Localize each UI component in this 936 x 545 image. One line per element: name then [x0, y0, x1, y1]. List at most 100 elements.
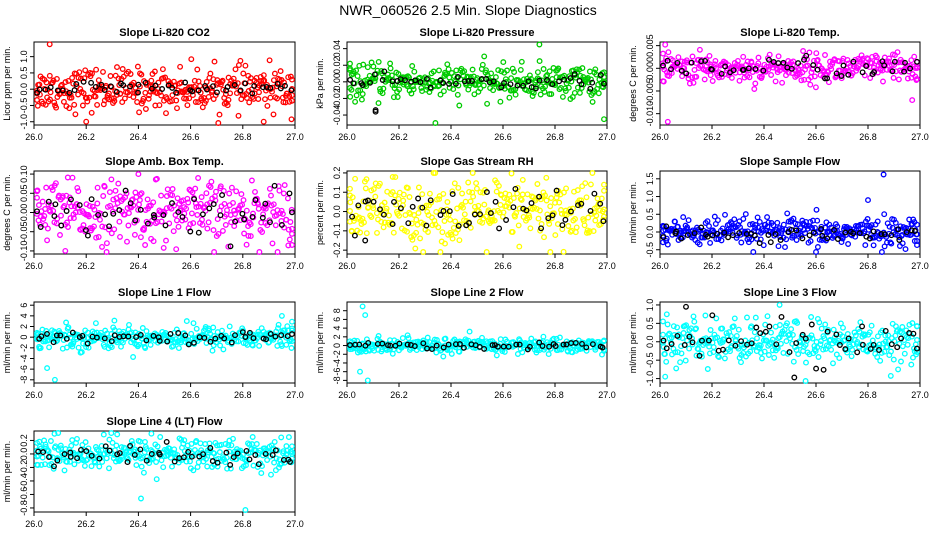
data-point [381, 219, 388, 226]
data-point [738, 359, 744, 366]
data-point [888, 240, 895, 247]
data-point [137, 331, 144, 338]
data-point [679, 73, 686, 80]
data-point [281, 182, 288, 189]
data-point [572, 216, 578, 222]
data-point [749, 221, 756, 227]
data-point [454, 91, 461, 98]
data-point [845, 71, 852, 78]
data-point [571, 89, 578, 96]
data-point [477, 211, 483, 218]
data-point [106, 189, 113, 196]
data-point [686, 345, 693, 352]
data-point [286, 190, 293, 197]
data-point [347, 93, 354, 100]
data-point [664, 118, 671, 125]
data-point [43, 328, 50, 334]
data-point [223, 449, 230, 456]
data-point [709, 312, 716, 319]
data-point [864, 55, 871, 62]
data-point [898, 329, 905, 336]
data-point [890, 74, 897, 81]
x-tick-label: 26.6 [494, 132, 512, 142]
y-tick-label: -0.6 [19, 487, 29, 503]
data-point [765, 66, 772, 73]
data-point [190, 320, 197, 327]
data-point [233, 188, 240, 195]
data-point [210, 324, 217, 331]
data-point [675, 54, 682, 61]
data-point [39, 454, 46, 461]
data-point [262, 450, 269, 457]
data-point [756, 240, 763, 247]
data-point [424, 208, 431, 215]
data-point [260, 118, 267, 125]
data-point [513, 210, 520, 216]
data-point [542, 192, 548, 199]
data-point [264, 102, 271, 109]
data-point [524, 191, 531, 198]
data-point [689, 339, 696, 346]
data-point [589, 341, 596, 348]
data-point [198, 194, 205, 201]
data-point [188, 210, 195, 217]
data-point [420, 340, 427, 347]
data-point [159, 66, 166, 73]
data-point [760, 227, 767, 234]
data-point [184, 102, 191, 109]
data-point [169, 192, 176, 199]
data-point [493, 188, 500, 195]
panel-title: Slope Line 4 (LT) Flow [107, 416, 223, 428]
data-point [914, 345, 920, 352]
data-point [415, 195, 422, 202]
data-point [84, 232, 91, 239]
data-point [779, 79, 786, 86]
data-point [172, 339, 179, 346]
data-point [764, 214, 771, 221]
y-tick-label: -6 [19, 365, 29, 373]
data-point [526, 214, 533, 221]
y-tick-label: 0.00 [19, 204, 29, 222]
data-point [538, 225, 545, 232]
x-tick-label: 26.4 [442, 261, 460, 271]
data-point [854, 338, 861, 345]
data-point [783, 236, 790, 243]
data-point [686, 80, 693, 87]
data-point [239, 210, 246, 217]
data-point [148, 430, 155, 437]
data-point [500, 209, 507, 216]
data-point [214, 459, 221, 466]
data-point [546, 220, 553, 227]
panel-title: Slope Line 2 Flow [431, 287, 524, 299]
data-point [127, 442, 134, 449]
data-point [824, 328, 831, 335]
data-point [425, 229, 431, 235]
data-point [92, 93, 99, 100]
data-point [349, 194, 356, 201]
data-point [769, 347, 776, 354]
y-axis-label: Licor ppm per min. [2, 46, 12, 121]
data-point [803, 223, 810, 229]
data-point [105, 226, 112, 233]
data-point [473, 185, 480, 192]
data-point [693, 73, 700, 80]
data-point [88, 196, 95, 203]
data-point [100, 193, 107, 199]
data-point [357, 229, 364, 236]
data-point [230, 435, 236, 442]
data-point [759, 355, 765, 362]
data-point [68, 203, 75, 210]
data-point [251, 82, 258, 89]
data-point [80, 222, 87, 229]
data-point [89, 70, 95, 77]
data-point [814, 344, 821, 351]
data-point [278, 332, 285, 339]
data-point [417, 79, 424, 86]
data-point [728, 342, 735, 349]
data-point [194, 66, 201, 73]
data-point [838, 75, 845, 82]
data-point [775, 53, 782, 60]
data-point [589, 170, 596, 176]
data-point [773, 341, 780, 348]
